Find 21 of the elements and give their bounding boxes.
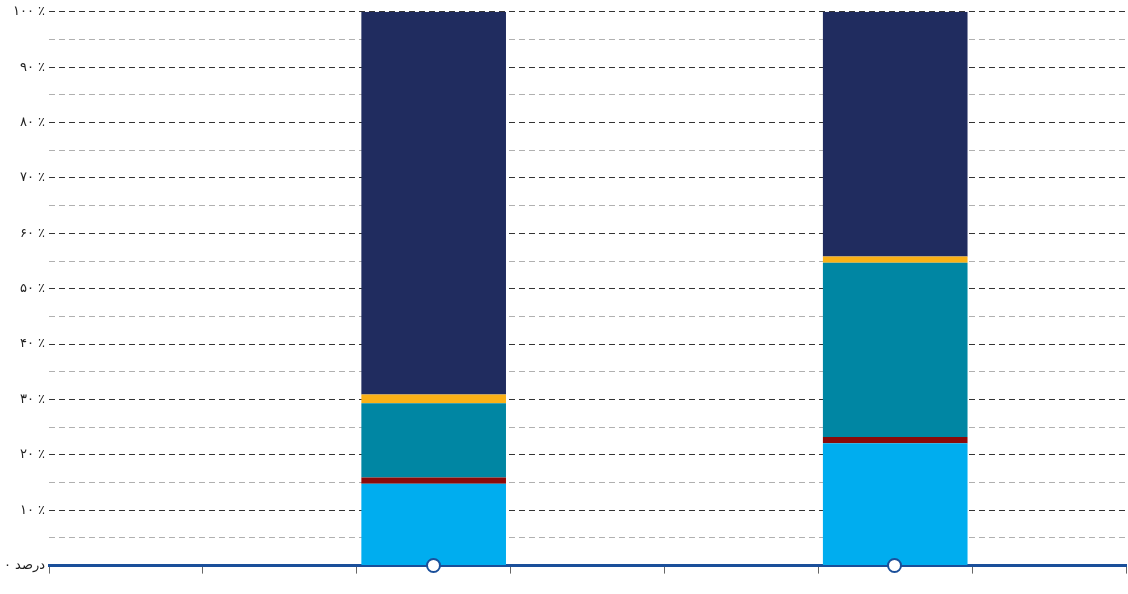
bar xyxy=(822,11,968,257)
y-tick-label: ۷۰ ٪ xyxy=(19,169,46,185)
y-tick-label: ۳۰ ٪ xyxy=(19,390,46,406)
bar xyxy=(361,477,506,484)
bar xyxy=(361,403,506,478)
bar xyxy=(822,443,968,566)
y-tick-label: ۵۰ ٪ xyxy=(19,280,46,296)
y-tick-label: ۲۰ ٪ xyxy=(19,446,46,462)
y-tick-label: ۱۰۰ ٪ xyxy=(12,3,46,19)
y-tick-label: ۱۰ ٪ xyxy=(19,501,46,517)
y-tick-label: ۶۰ ٪ xyxy=(19,224,46,240)
y-tick-label: ۴۰ ٪ xyxy=(19,335,46,351)
bar xyxy=(361,11,506,395)
y-tick-label: ۸۰ ٪ xyxy=(19,113,46,129)
bar xyxy=(822,256,968,263)
bar xyxy=(361,394,506,404)
y-tick-label: ۰ درصد xyxy=(3,556,46,573)
bar xyxy=(822,437,968,444)
y-tick-label: ۹۰ ٪ xyxy=(19,58,46,74)
bar xyxy=(361,483,506,566)
bar xyxy=(822,262,968,438)
